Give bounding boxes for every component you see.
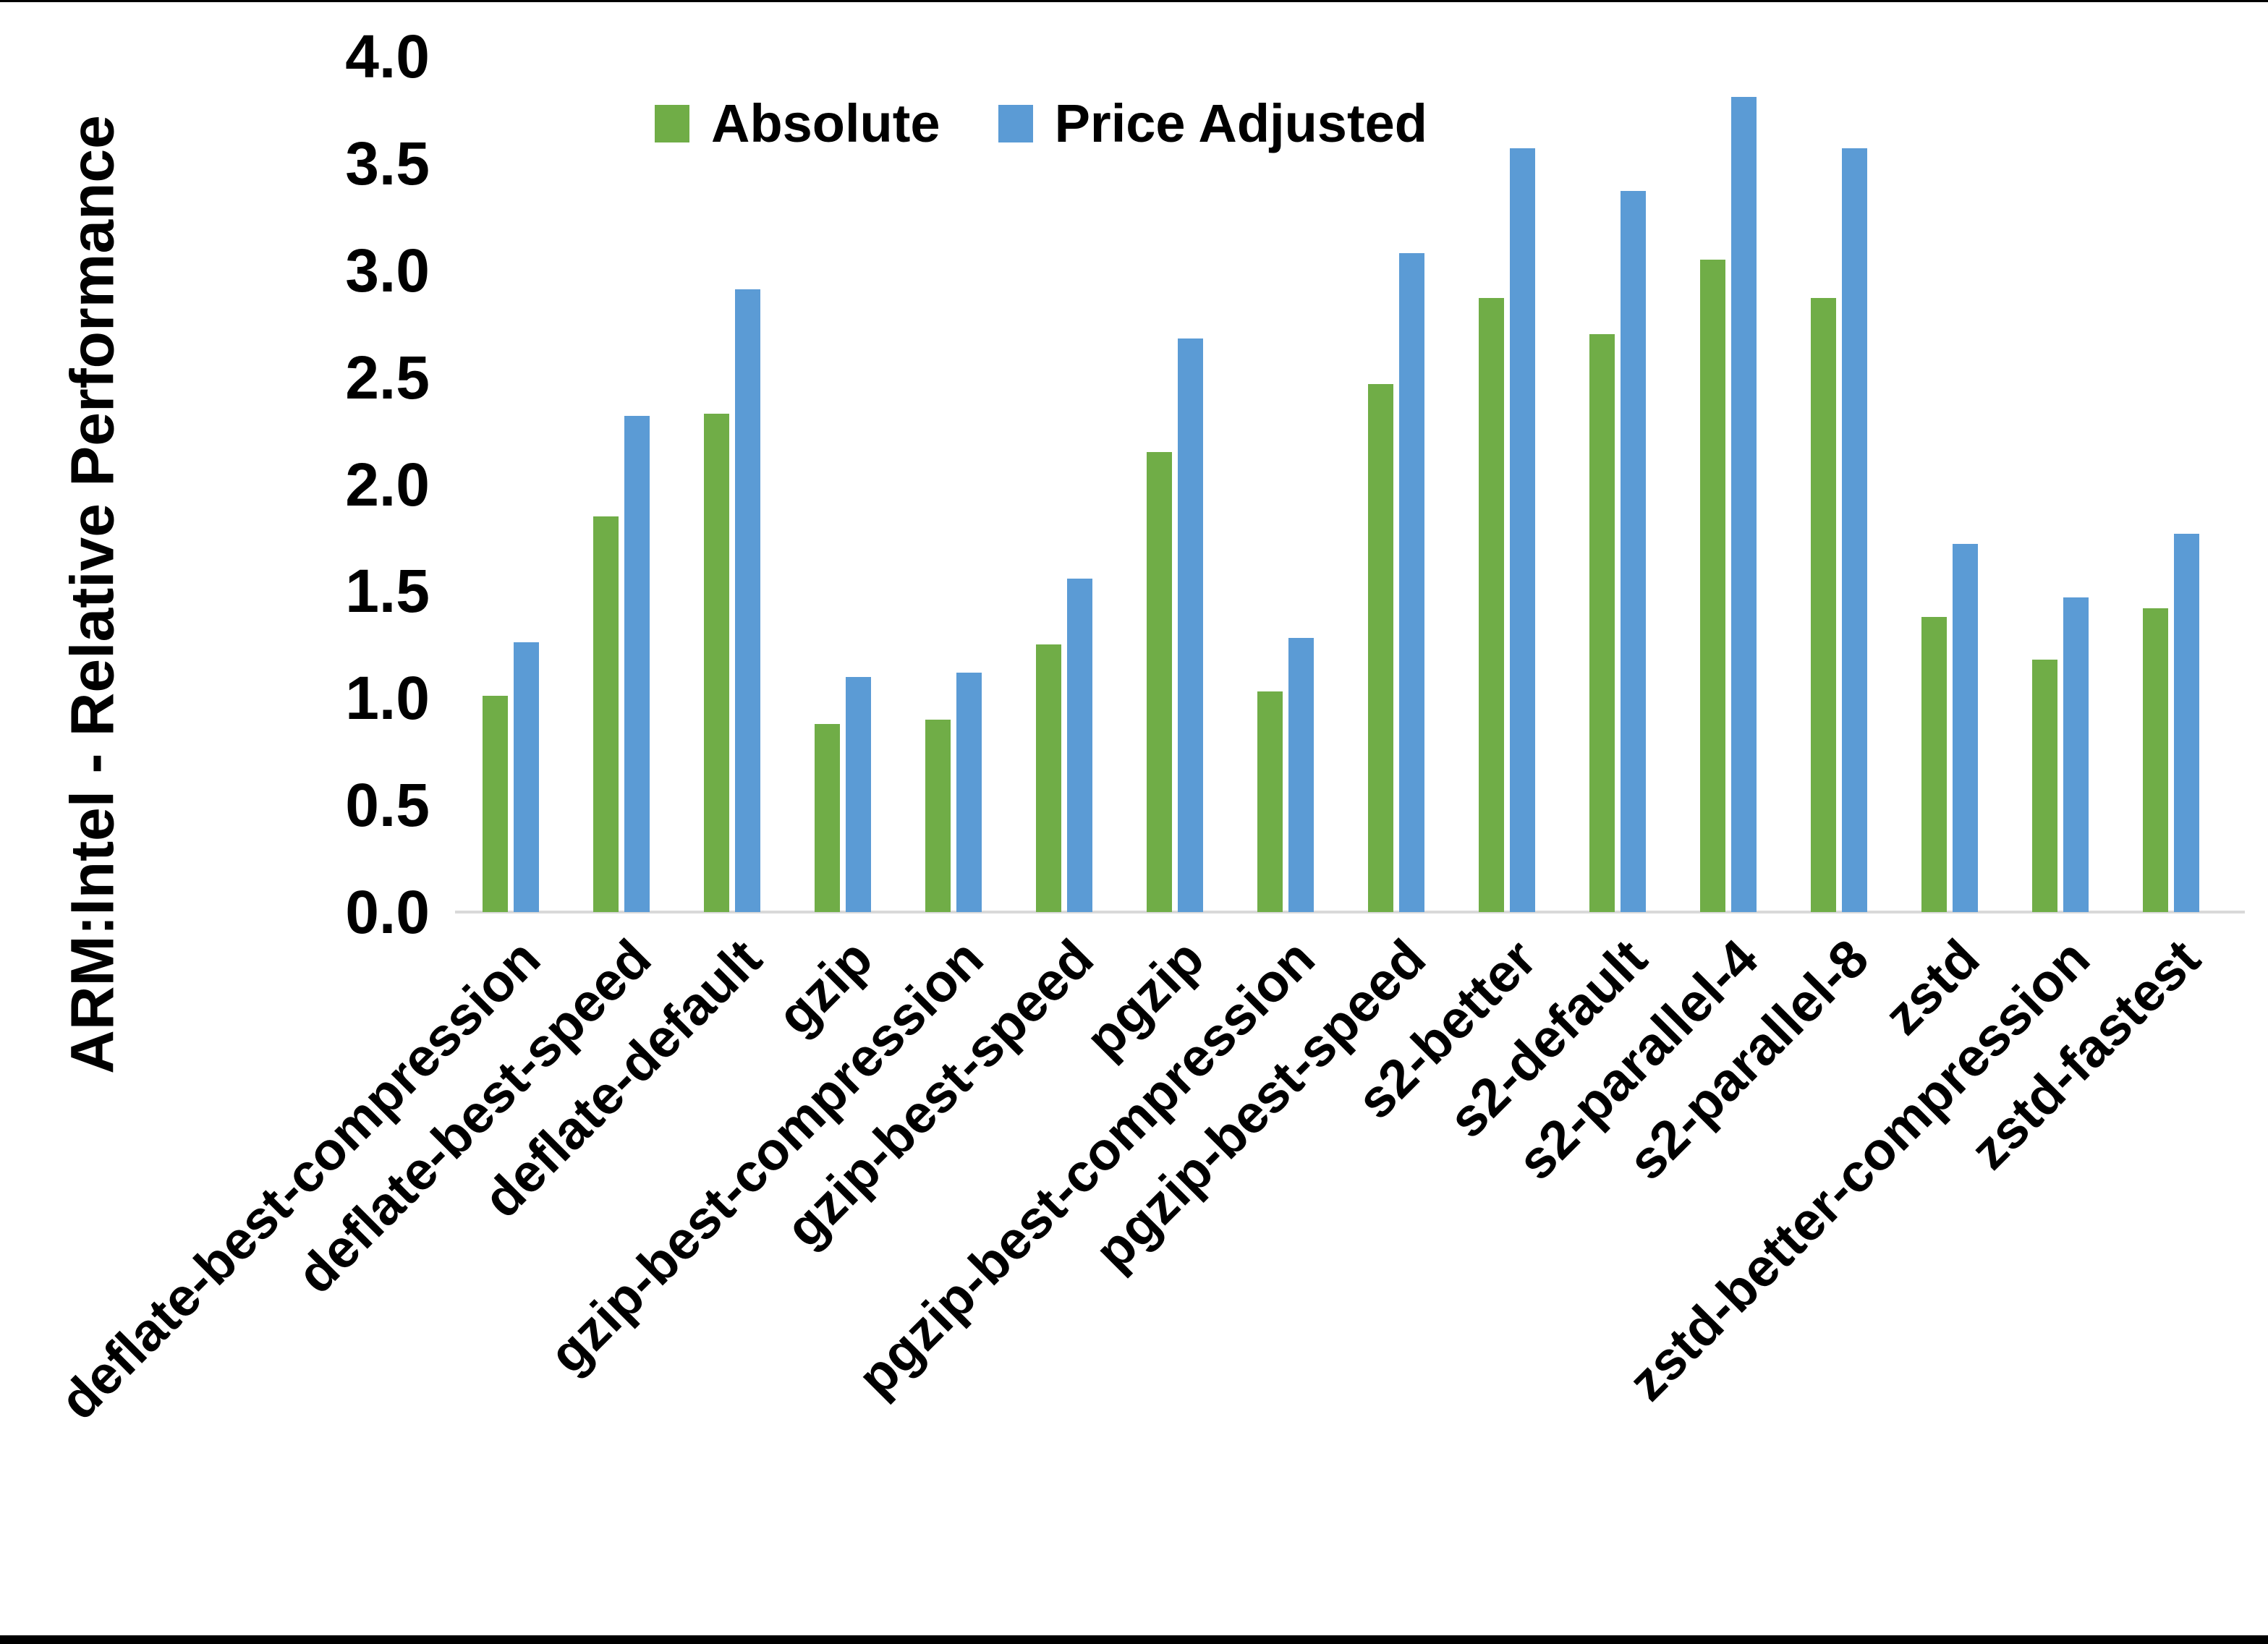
y-tick-label: 0.5: [345, 771, 430, 840]
bar-price-adjusted-gzip: [846, 676, 871, 912]
y-tick-label: 4.0: [345, 22, 430, 90]
y-tick-label: 1.0: [345, 664, 430, 733]
bar-absolute-deflate-best-compression: [483, 696, 508, 912]
bar-price-adjusted-zstd-better-compression: [2063, 597, 2089, 912]
bar-price-adjusted-gzip-best-speed: [1067, 578, 1092, 912]
y-tick-label: 0.0: [345, 878, 430, 946]
y-axis-title: ARM:Intel - Relative Performance: [58, 115, 127, 1074]
bar-absolute-pgzip-best-speed: [1368, 383, 1393, 912]
legend-label-price-adjusted: Price Adjusted: [1054, 93, 1427, 153]
bar-absolute-s2-parallel-4: [1700, 259, 1725, 912]
bar-price-adjusted-zstd-fastest: [2174, 533, 2199, 912]
bar-price-adjusted-zstd: [1953, 544, 1978, 912]
bar-price-adjusted-pgzip-best-compression: [1288, 638, 1314, 912]
bar-price-adjusted-deflate-best-compression: [514, 642, 539, 912]
legend-swatch-price-adjusted-icon: [998, 104, 1033, 142]
bar-absolute-gzip: [815, 723, 840, 912]
legend-item-absolute: Absolute: [655, 93, 940, 154]
bar-absolute-pgzip-best-compression: [1257, 691, 1283, 912]
legend: Absolute Price Adjusted: [655, 93, 1427, 154]
bar-price-adjusted-gzip-best-compression: [956, 672, 982, 912]
bar-absolute-deflate-best-speed: [593, 516, 619, 912]
bar-price-adjusted-s2-default: [1621, 191, 1646, 912]
bar-absolute-gzip-best-speed: [1036, 644, 1061, 912]
x-axis-line: [455, 911, 2245, 913]
bar-price-adjusted-pgzip-best-speed: [1399, 253, 1424, 912]
bar-price-adjusted-s2-better: [1510, 148, 1535, 912]
legend-item-price-adjusted: Price Adjusted: [998, 93, 1427, 154]
bar-absolute-gzip-best-compression: [925, 719, 951, 912]
bar-absolute-deflate-default: [704, 413, 729, 912]
legend-swatch-absolute-icon: [655, 104, 689, 142]
y-tick-label: 2.0: [345, 450, 430, 519]
y-tick-label: 1.5: [345, 557, 430, 626]
bar-absolute-zstd: [1921, 616, 1947, 912]
bar-price-adjusted-deflate-best-speed: [624, 415, 650, 912]
bar-absolute-s2-better: [1479, 298, 1504, 912]
y-tick-label: 3.5: [345, 129, 430, 197]
bottom-border: [0, 1635, 2268, 1644]
y-tick-label: 3.0: [345, 236, 430, 304]
top-border: [0, 0, 2268, 2]
bar-absolute-pgzip: [1147, 452, 1172, 912]
bar-absolute-zstd-fastest: [2143, 608, 2168, 912]
bar-absolute-s2-default: [1589, 334, 1615, 912]
bar-price-adjusted-s2-parallel-8: [1842, 148, 1867, 912]
bar-price-adjusted-pgzip: [1178, 338, 1203, 912]
legend-label-absolute: Absolute: [711, 93, 940, 153]
bar-absolute-zstd-better-compression: [2032, 660, 2057, 912]
y-tick-label: 2.5: [345, 343, 430, 412]
bar-price-adjusted-s2-parallel-4: [1731, 97, 1757, 912]
plot-area: 4.0 3.5 3.0 2.5 2.0 1.5 1.0 0.5 0.0 deflate-best-…: [48, 26, 2245, 1431]
bar-absolute-s2-parallel-8: [1811, 298, 1836, 912]
bar-price-adjusted-deflate-default: [735, 289, 760, 912]
